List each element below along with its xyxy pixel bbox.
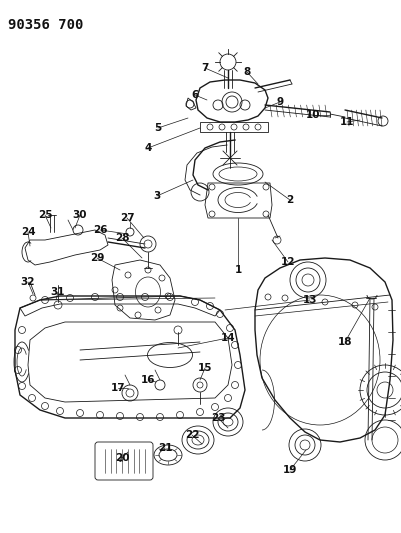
Text: 11: 11 <box>340 117 354 127</box>
Text: 7: 7 <box>201 63 209 73</box>
Text: 2: 2 <box>286 195 294 205</box>
Text: 1: 1 <box>234 265 242 275</box>
Text: 17: 17 <box>111 383 125 393</box>
Text: 26: 26 <box>93 225 107 235</box>
Text: 12: 12 <box>281 257 295 267</box>
Text: 10: 10 <box>306 110 320 120</box>
Text: 22: 22 <box>185 430 199 440</box>
Text: 27: 27 <box>119 213 134 223</box>
Text: 6: 6 <box>191 90 198 100</box>
Text: 15: 15 <box>198 363 212 373</box>
Text: JJJ: JJJ <box>119 457 124 463</box>
Text: 3: 3 <box>153 191 161 201</box>
Text: 25: 25 <box>38 210 52 220</box>
Text: 31: 31 <box>51 287 65 297</box>
Text: 30: 30 <box>73 210 87 220</box>
Text: 24: 24 <box>21 227 35 237</box>
Text: 32: 32 <box>21 277 35 287</box>
Text: 90356 700: 90356 700 <box>8 18 83 32</box>
Text: 18: 18 <box>338 337 352 347</box>
Text: 20: 20 <box>115 453 129 463</box>
Text: 29: 29 <box>90 253 104 263</box>
Text: 21: 21 <box>158 443 172 453</box>
Text: 9: 9 <box>276 97 284 107</box>
Text: 19: 19 <box>283 465 297 475</box>
Text: 8: 8 <box>243 67 251 77</box>
Text: 23: 23 <box>211 413 225 423</box>
Text: 4: 4 <box>144 143 152 153</box>
Text: 28: 28 <box>115 233 129 243</box>
Text: 13: 13 <box>303 295 317 305</box>
Text: 14: 14 <box>221 333 235 343</box>
Text: 5: 5 <box>154 123 162 133</box>
Text: 16: 16 <box>141 375 155 385</box>
